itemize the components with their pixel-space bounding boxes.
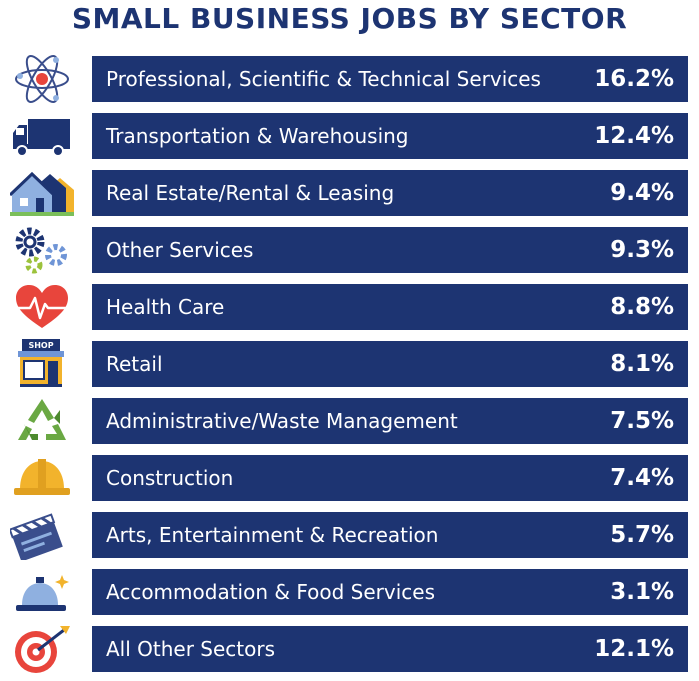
sector-row: Administrative/Waste Management 7.5% [0,396,699,446]
sector-label: Transportation & Warehousing [106,124,409,148]
sector-bar: Retail 8.1% [92,341,688,387]
sector-value: 8.1% [610,351,674,377]
sector-bar: Arts, Entertainment & Recreation 5.7% [92,512,688,558]
houses-icon [10,168,74,218]
sector-label: Other Services [106,238,254,262]
sector-value: 7.5% [610,408,674,434]
sector-bar: Professional, Scientific & Technical Ser… [92,56,688,102]
target-icon [10,624,74,674]
sector-label: Administrative/Waste Management [106,409,458,433]
sector-label: Accommodation & Food Services [106,580,435,604]
recycle-icon [10,396,74,446]
sector-bar: Health Care 8.8% [92,284,688,330]
hard-hat-icon [10,453,74,503]
sector-label: Construction [106,466,234,490]
heart-pulse-icon [10,282,74,332]
chart-title: SMALL BUSINESS JOBS BY SECTOR [71,2,628,35]
sector-bar: Administrative/Waste Management 7.5% [92,398,688,444]
atom-icon [10,54,74,104]
sector-bar: Real Estate/Rental & Leasing 9.4% [92,170,688,216]
sector-value: 8.8% [610,294,674,320]
sector-value: 12.1% [594,636,674,662]
sector-row: Construction 7.4% [0,453,699,503]
truck-icon [10,111,74,161]
sector-bar: Accommodation & Food Services 3.1% [92,569,688,615]
sector-bar: Other Services 9.3% [92,227,688,273]
sector-row: Transportation & Warehousing 12.4% [0,111,699,161]
sector-row: Accommodation & Food Services 3.1% [0,567,699,617]
sector-value: 12.4% [594,123,674,149]
clapperboard-icon [10,510,74,560]
sector-label: Health Care [106,295,225,319]
sector-row: Professional, Scientific & Technical Ser… [0,54,699,104]
sector-row: Arts, Entertainment & Recreation 5.7% [0,510,699,560]
sector-label: Real Estate/Rental & Leasing [106,181,395,205]
sector-row: All Other Sectors 12.1% [0,624,699,674]
sector-value: 3.1% [610,579,674,605]
sector-label: Professional, Scientific & Technical Ser… [106,67,541,91]
sector-label: All Other Sectors [106,637,276,661]
svg-text:SHOP: SHOP [28,341,53,350]
sector-label: Arts, Entertainment & Recreation [106,523,439,547]
sector-row: SHOP Retail 8.1% [0,339,699,389]
sector-row: Health Care 8.8% [0,282,699,332]
sector-row: Other Services 9.3% [0,225,699,275]
sector-row: Real Estate/Rental & Leasing 9.4% [0,168,699,218]
sector-bar: Construction 7.4% [92,455,688,501]
sector-value: 16.2% [594,66,674,92]
sector-value: 5.7% [610,522,674,548]
sector-bar: All Other Sectors 12.1% [92,626,688,672]
gears-icon [10,225,74,275]
shop-icon: SHOP [10,339,74,389]
service-bell-icon [10,567,74,617]
sector-value: 7.4% [610,465,674,491]
sector-bar: Transportation & Warehousing 12.4% [92,113,688,159]
sector-label: Retail [106,352,163,376]
sector-value: 9.4% [610,180,674,206]
sector-value: 9.3% [610,237,674,263]
